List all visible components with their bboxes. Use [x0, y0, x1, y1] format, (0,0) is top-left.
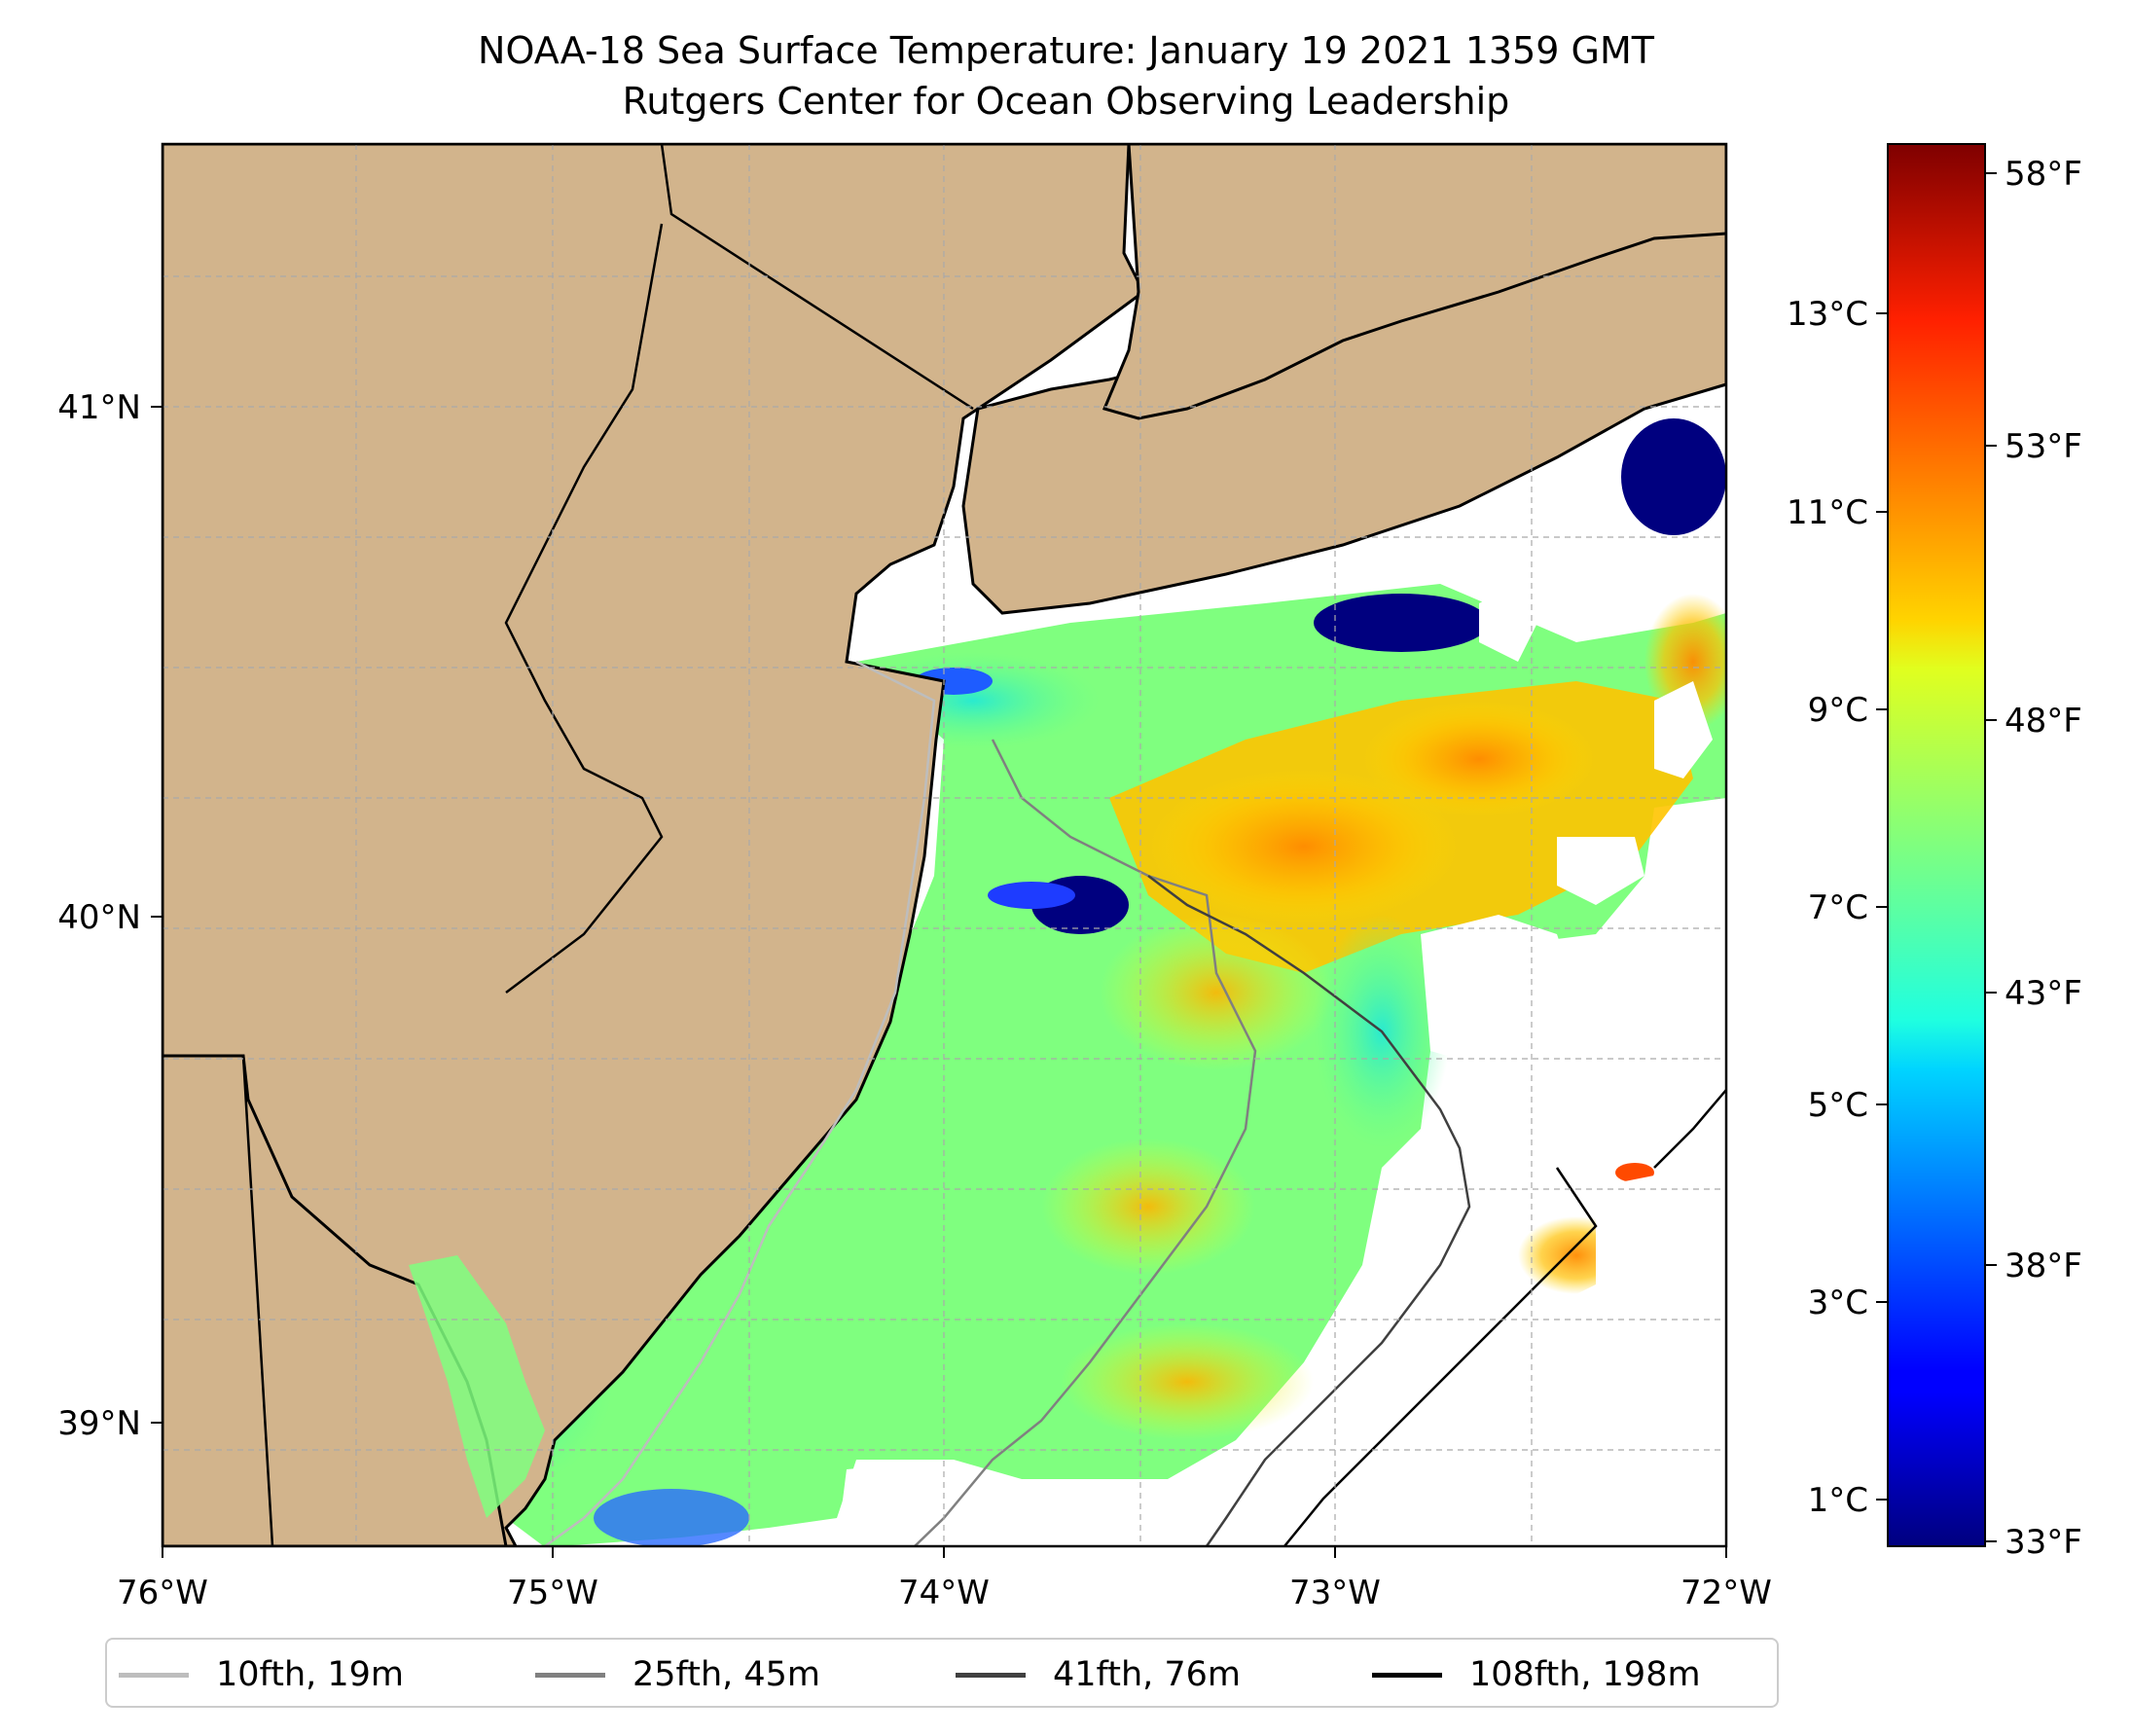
legend-swatch: [119, 1672, 189, 1678]
legend-label: 10fth, 19m: [216, 1655, 405, 1694]
no-data-patches: [837, 584, 1726, 1546]
gridlines: [163, 144, 1726, 1546]
lon-tick-label: 76°W: [117, 1573, 208, 1612]
contour-legend: 10fth, 19m 25fth, 45m 41fth, 76m 108fth,…: [105, 1638, 1779, 1708]
colorbar-celsius-label: 11°C: [1787, 493, 1868, 532]
delaware-bay: [409, 1255, 545, 1518]
colorbar-celsius-label: 5°C: [1808, 1086, 1868, 1125]
lon-tick-label: 75°W: [507, 1573, 598, 1612]
legend-swatch: [956, 1672, 1026, 1678]
lat-tick-label: 41°N: [57, 388, 141, 427]
colorbar: 13°C 11°C 9°C 7°C 5°C 3°C 1°C 58°F 53°F …: [1787, 143, 2082, 1562]
legend-swatch: [1372, 1672, 1442, 1678]
bathymetry-contours: [544, 660, 1726, 1546]
lat-tick-label: 39°N: [57, 1404, 141, 1443]
colorbar-gradient: [1887, 143, 1986, 1547]
legend-item-41fth: 41fth, 76m: [956, 1655, 1241, 1694]
legend-item-108fth: 108fth, 198m: [1372, 1655, 1701, 1694]
legend-label: 25fth, 45m: [632, 1655, 821, 1694]
colorbar-celsius-label: 13°C: [1787, 295, 1868, 334]
legend-label: 41fth, 76m: [1053, 1655, 1242, 1694]
chart-subtitle: Rutgers Center for Ocean Observing Leade…: [622, 80, 1510, 123]
map-plot-area: [163, 144, 1726, 1546]
axis-ticks: [151, 406, 1727, 1558]
chart-title: NOAA-18 Sea Surface Temperature: January…: [478, 29, 1654, 72]
colorbar-fahrenheit-label: 33°F: [2005, 1523, 2082, 1562]
colorbar-fahrenheit-label: 48°F: [2005, 702, 2082, 741]
land-connecticut: [1102, 144, 1726, 420]
legend-item-25fth: 25fth, 45m: [535, 1655, 820, 1694]
lon-tick-label: 74°W: [898, 1573, 990, 1612]
legend-swatch: [535, 1672, 605, 1678]
legend-label: 108fth, 198m: [1469, 1655, 1701, 1694]
colorbar-celsius-label: 3°C: [1808, 1284, 1868, 1322]
lon-tick-label: 72°W: [1680, 1573, 1772, 1612]
lat-tick-label: 40°N: [57, 898, 141, 937]
colorbar-celsius-label: 1°C: [1808, 1481, 1868, 1520]
colorbar-celsius-label: 7°C: [1808, 888, 1868, 927]
colorbar-celsius-label: 9°C: [1808, 691, 1868, 730]
state-boundaries: [163, 144, 974, 1546]
colorbar-fahrenheit-label: 38°F: [2005, 1247, 2082, 1285]
axis-labels: 76°W 75°W 74°W 73°W 72°W 41°N 40°N 39°N: [57, 388, 1772, 1612]
colorbar-fahrenheit-label: 43°F: [2005, 974, 2082, 1013]
legend-item-10fth: 10fth, 19m: [119, 1655, 404, 1694]
colorbar-fahrenheit-label: 53°F: [2005, 427, 2082, 466]
colorbar-fahrenheit-label: 58°F: [2005, 155, 2082, 194]
lon-tick-label: 73°W: [1289, 1573, 1381, 1612]
